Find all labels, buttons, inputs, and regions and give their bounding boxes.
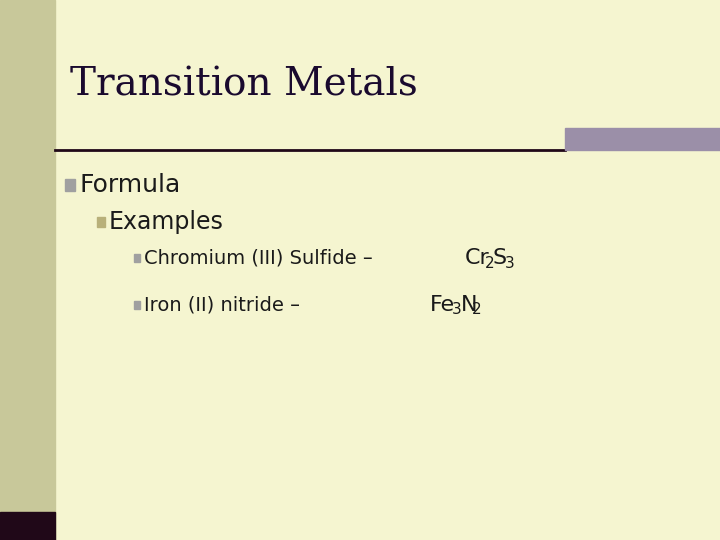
Text: Iron (II) nitride –: Iron (II) nitride – bbox=[144, 295, 300, 314]
Bar bbox=[0, 512, 55, 540]
Text: S: S bbox=[493, 248, 507, 268]
Text: Cr: Cr bbox=[465, 248, 490, 268]
Text: 3: 3 bbox=[505, 255, 515, 271]
Text: Transition Metals: Transition Metals bbox=[70, 66, 418, 104]
Text: 2: 2 bbox=[485, 255, 495, 271]
Bar bbox=[65, 179, 75, 191]
Bar bbox=[96, 217, 104, 227]
Bar bbox=[565, 128, 720, 150]
Text: Formula: Formula bbox=[80, 173, 181, 197]
Bar bbox=[134, 254, 140, 261]
Text: 3: 3 bbox=[452, 302, 462, 318]
Text: 2: 2 bbox=[472, 302, 482, 318]
Text: Fe: Fe bbox=[430, 295, 455, 315]
Bar bbox=[0, 0, 55, 540]
Text: Chromium (III) Sulfide –: Chromium (III) Sulfide – bbox=[144, 248, 372, 267]
Bar bbox=[134, 301, 140, 308]
Text: N: N bbox=[461, 295, 477, 315]
Text: Examples: Examples bbox=[109, 210, 224, 234]
